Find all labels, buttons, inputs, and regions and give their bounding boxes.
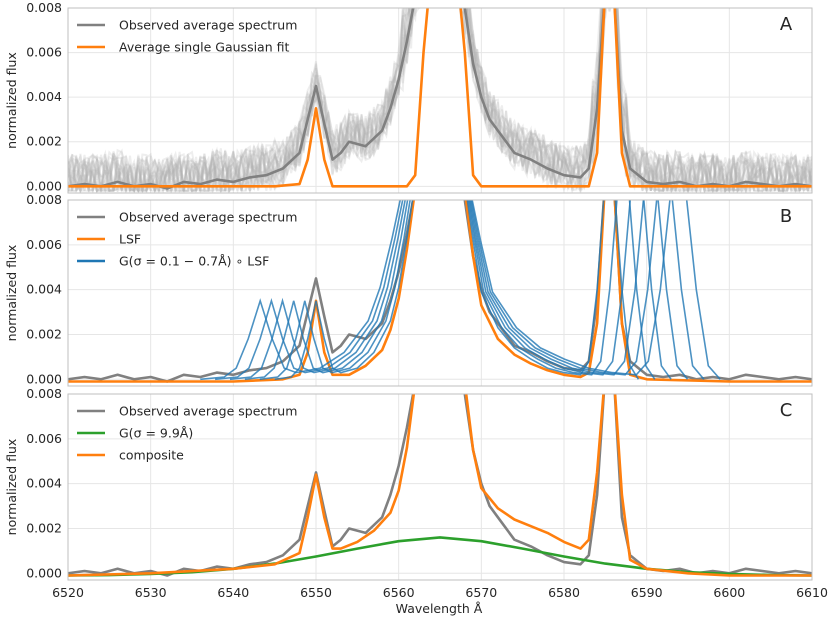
y-tick-label: 0.002	[26, 326, 62, 341]
individual-spectrum-line	[68, 8, 812, 193]
panel-label: A	[780, 14, 793, 35]
panel-a: 0.000 0.002 0.004 0.006 0.008 normalized flux…	[4, 0, 813, 194]
individual-spectrum-line	[68, 8, 812, 193]
individual-spectrum-line	[68, 8, 812, 193]
y-tick-label: 0.004	[26, 89, 62, 104]
composite-line	[68, 394, 812, 577]
convolved-lsf-line	[259, 200, 656, 381]
individual-spectrum-line	[68, 8, 812, 193]
x-tick-label: 6550	[300, 585, 332, 600]
legend-label: LSF	[119, 232, 141, 247]
y-tick-label: 0.006	[26, 45, 62, 60]
individual-spectrum-line	[68, 8, 812, 193]
y-tick-label: 0.000	[26, 565, 62, 580]
legend-label: Observed average spectrum	[119, 404, 297, 419]
panels: 0.000 0.002 0.004 0.006 0.008 normalized flux…	[4, 0, 828, 600]
individual-spectrum-line	[68, 8, 812, 193]
y-tick-label: 0.004	[26, 476, 62, 491]
y-tick-label: 0.000	[26, 371, 62, 386]
plot-data	[68, 394, 812, 577]
convolved-lsf-line	[244, 200, 672, 381]
panel-label: B	[780, 206, 792, 227]
y-tick-label: 0.002	[26, 134, 62, 149]
x-tick-label: 6520	[52, 585, 84, 600]
y-axis-label: normalized flux	[4, 439, 19, 536]
legend-label: Observed average spectrum	[119, 210, 297, 225]
x-tick-label: 6560	[383, 585, 415, 600]
y-tick-label: 0.006	[26, 237, 62, 252]
x-tick-label: 6530	[135, 585, 167, 600]
x-axis-label: Wavelength Å	[396, 601, 483, 616]
plot-area	[68, 200, 812, 386]
plot-area	[68, 394, 812, 580]
x-tick-label: 6610	[796, 585, 828, 600]
gaussian-fit-line	[68, 8, 812, 188]
individual-spectrum-line	[68, 8, 812, 193]
individual-spectrum-line	[68, 8, 812, 193]
convolved-lsf-line	[200, 200, 721, 381]
y-tick-label: 0.000	[26, 178, 62, 193]
individual-spectrum-line	[68, 8, 812, 193]
y-tick-label: 0.008	[26, 0, 62, 15]
individual-spectrum-line	[68, 8, 812, 193]
panel-c: 0.000 0.002 0.004 0.006 0.008 6520 6530 6540 655…	[4, 386, 828, 600]
observed-spectrum-line	[68, 8, 812, 190]
y-tick-label: 0.008	[26, 386, 62, 401]
plot-data	[68, 200, 812, 383]
individual-spectrum-line	[68, 8, 812, 193]
x-tick-label: 6600	[713, 585, 745, 600]
y-axis-label: normalized flux	[4, 52, 19, 149]
legend-label: G(σ = 0.1 − 0.7Å) ∘ LSF	[119, 254, 269, 269]
panel-frame	[67, 393, 813, 581]
y-tick-label: 0.008	[26, 192, 62, 207]
y-tick-label: 0.004	[26, 282, 62, 297]
observed-spectrum-line	[68, 200, 812, 383]
y-tick-label: 0.006	[26, 431, 62, 446]
x-tick-label: 6580	[548, 585, 580, 600]
plot-data	[68, 8, 812, 193]
convolved-lsf-line	[229, 200, 689, 381]
individual-spectrum-line	[68, 8, 812, 193]
panel-frame	[67, 199, 813, 387]
legend-label: G(σ = 9.9Å)	[119, 426, 193, 441]
y-tick-label: 0.002	[26, 520, 62, 535]
convolved-lsf-line	[215, 200, 705, 381]
panel-frame	[67, 7, 813, 194]
individual-spectrum-line	[68, 8, 812, 193]
convolved-lsf-line	[274, 200, 640, 381]
legend-label: Average single Gaussian fit	[119, 40, 289, 55]
individual-spectrum-line	[68, 8, 812, 193]
plot-area	[68, 8, 812, 193]
x-tick-label: 6590	[631, 585, 663, 600]
panel-label: C	[780, 400, 793, 421]
panel-b: 0.000 0.002 0.004 0.006 0.008 normalized flux…	[4, 192, 813, 387]
x-tick-label: 6540	[217, 585, 249, 600]
individual-spectrum-line	[68, 8, 812, 193]
legend-label: Observed average spectrum	[119, 18, 297, 33]
individual-spectrum-line	[68, 8, 812, 193]
x-tick-label: 6570	[465, 585, 497, 600]
y-axis-label: normalized flux	[4, 245, 19, 342]
legend-label: composite	[119, 448, 184, 463]
